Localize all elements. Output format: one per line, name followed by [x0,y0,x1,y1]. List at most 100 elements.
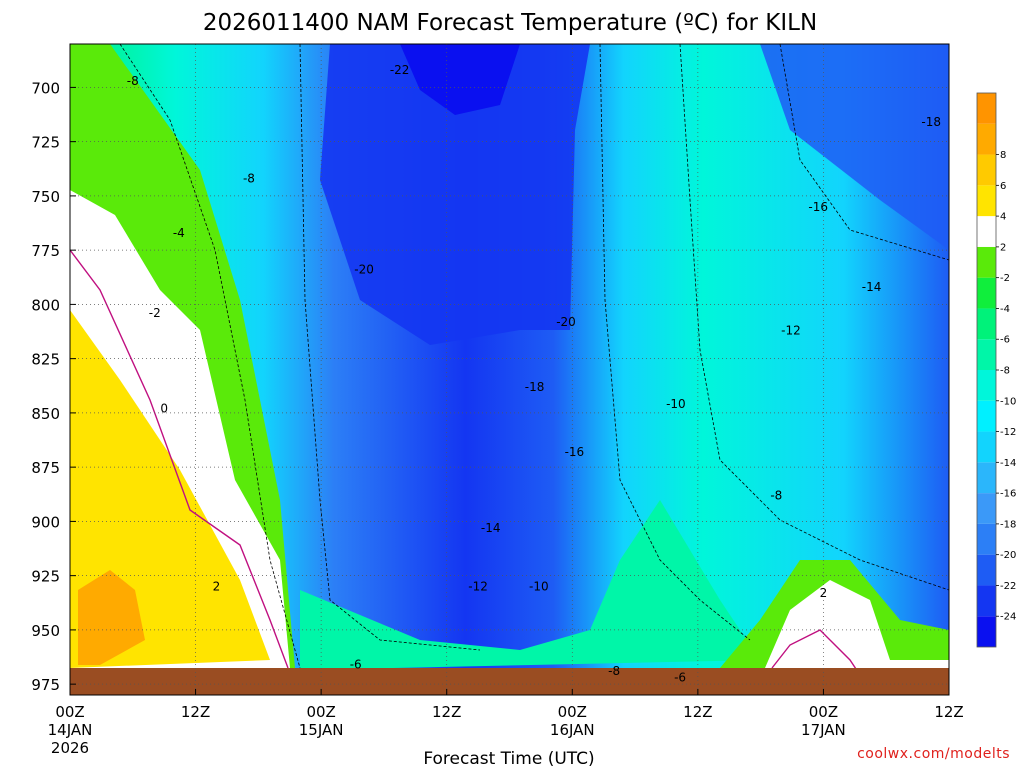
colorbar-tick-label: 2 [1000,242,1006,253]
contour-label: -18 [921,115,941,129]
y-tick-label: 900 [31,513,60,531]
colorbar-swatch [977,93,996,124]
y-tick-label: 775 [31,242,60,260]
contour-label: -10 [666,397,686,411]
contour-line [779,44,949,261]
colorbar-swatch [977,123,996,155]
colorbar-swatch [977,554,996,586]
zero-contour-west [70,249,289,669]
x-tick-label: 00Z [55,703,84,721]
contour-label: -4 [173,226,185,240]
contour-line [679,44,949,591]
contour-label: -8 [127,74,139,88]
x-tick-label: 00Z [306,703,335,721]
contour-label: -2 [149,306,161,320]
colorbar-swatch [977,370,996,401]
y-tick-label: 800 [31,296,60,314]
contour-label: 2 [213,580,221,594]
x-tick-label: 00Z [558,703,587,721]
x-tick-label: 12Z [683,703,712,721]
x-tick-date-label: 15JAN [299,721,344,739]
contour-label: -14 [481,521,501,535]
contour-label: -16 [565,445,585,459]
colorbar-swatch [977,462,996,494]
chart-title: 2026011400 NAM Forecast Temperature (ºC)… [203,10,817,36]
gridlines [70,44,949,695]
y-axis-ticks: 700 725 750 775 800 825 850 875 900 925 950 975 [31,79,76,694]
y-tick-label: 700 [31,79,60,97]
plot-frame [69,43,950,696]
colorbar-swatch [977,431,996,463]
east-above-freezing-region [765,580,949,668]
contour-label: -8 [243,172,255,186]
y-tick-label: 925 [31,568,60,586]
low-level-green-band [300,500,760,670]
contour-line [119,44,301,669]
colorbar-tick-label: -20 [1000,550,1016,561]
x-tick-date-label: 14JAN [48,721,93,739]
east-cold-region [760,44,949,250]
contour-label: -10 [529,580,549,594]
cold-core-region [320,44,590,345]
colorbar-swatch [977,339,996,370]
credit-text: coolwx.com/modelts [857,746,1010,762]
colorbar-swatch [977,246,996,278]
contour-label: -12 [781,323,801,337]
x-tick-date-label: 16JAN [550,721,595,739]
colorbar-tick-label: -22 [1000,581,1016,592]
colorbar-tick-label: 4 [1000,212,1006,223]
colorbar-tick-label: -24 [1000,612,1016,623]
contour-label: 0 [160,402,168,416]
contour-line [599,44,751,641]
colorbar-swatch [977,585,996,617]
contour-label: -6 [350,658,362,672]
y-tick-label: 725 [31,134,60,152]
contour-label: -18 [525,380,545,394]
colorbar-tick-label: 6 [1000,181,1006,192]
contour-label: 2 [820,586,828,600]
contour-label: -20 [354,263,374,277]
contour-label: -12 [468,580,488,594]
coldest-core-region [400,44,520,115]
colorbar-swatch [977,216,996,247]
y-tick-label: 750 [31,188,60,206]
colorbar-tick-label: -18 [1000,519,1016,530]
zero-contour-east [771,629,861,676]
ground-surface [70,668,949,695]
colorbar-swatch [977,154,996,186]
colorbar-swatch [977,277,996,309]
y-tick-label: 875 [31,459,60,477]
y-tick-label: 825 [31,351,60,369]
contour-label: -20 [556,315,576,329]
colorbar-swatch [977,400,996,432]
x-tick-date-label: 17JAN [801,721,846,739]
colorbar-tick-label: -8 [1000,366,1010,377]
x-tick-label: 00Z [809,703,838,721]
colorbar-swatch [977,185,996,217]
contour-label: -8 [770,488,782,502]
x-tick-label: 12Z [181,703,210,721]
warmest-region [78,570,145,665]
contour-label: -6 [674,671,686,685]
x-tick-label: 12Z [432,703,461,721]
contour-labels: -22 -8 -18 -8 -16 -4 -20 -14 -2 -20 -12 -18 0 -10 -16 -… [127,63,941,685]
colorbar-tick-label: -2 [1000,273,1010,284]
colorbar-tick-label: -10 [1000,396,1016,407]
contour-line [299,44,481,651]
y-tick-label: 975 [31,676,60,694]
contour-label: -14 [862,280,882,294]
colorbar-tick-label: -14 [1000,458,1016,469]
x-tick-year-label: 2026 [51,739,89,757]
colorbar-tick-label: -6 [1000,335,1010,346]
contour-label: -8 [608,664,620,678]
contour-label: -22 [390,63,410,77]
y-tick-label: 850 [31,405,60,423]
colorbar-swatch [977,523,996,555]
x-tick-label: 12Z [934,703,963,721]
colorbar-swatch [977,616,996,647]
plot-area [70,44,949,695]
y-tick-label: 950 [31,622,60,640]
